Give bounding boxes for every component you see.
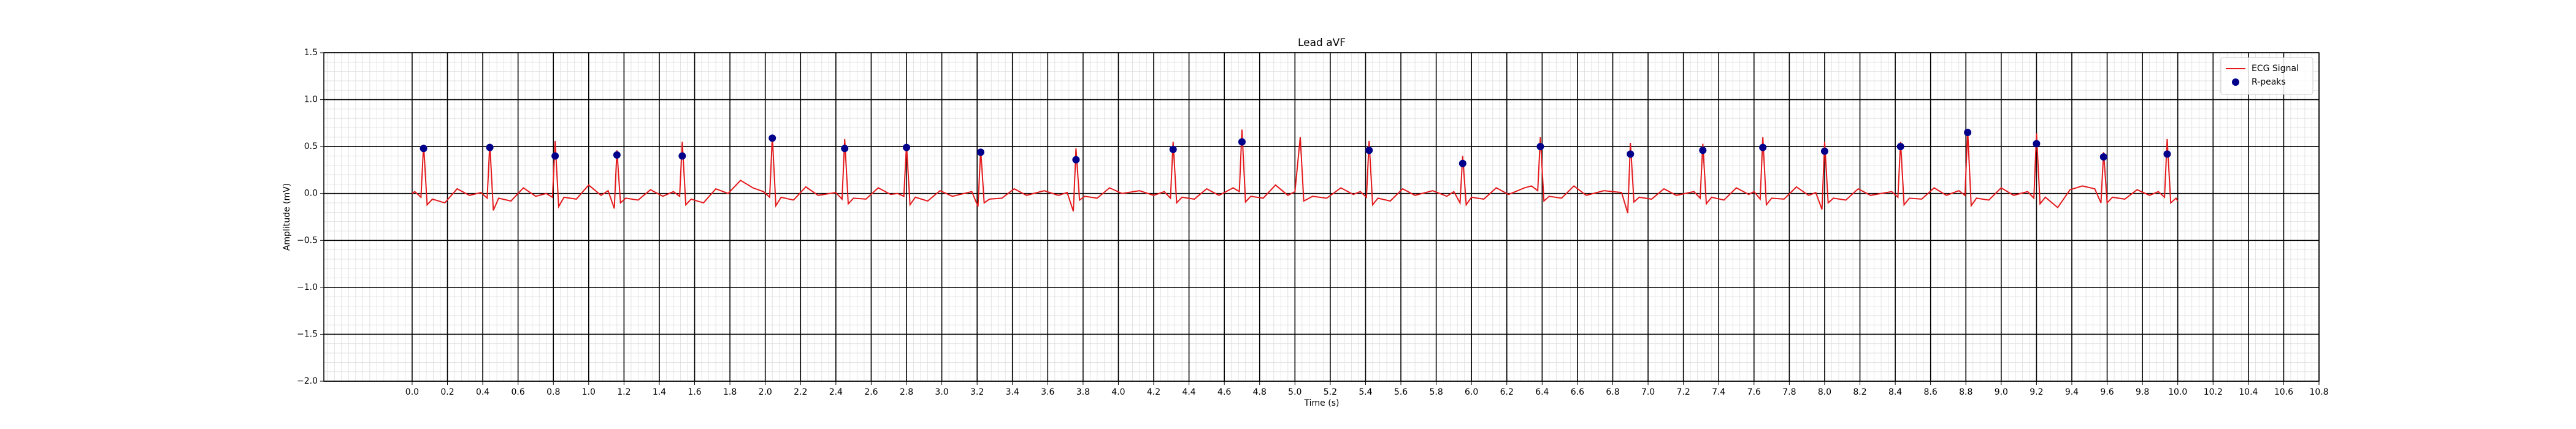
r-peak — [841, 145, 849, 153]
r-peak — [1072, 156, 1080, 164]
x-tick-label: 3.8 — [1076, 387, 1090, 397]
r-peak — [1459, 159, 1466, 167]
x-tick-label: 10.4 — [2239, 387, 2258, 397]
x-tick-label: 5.0 — [1288, 387, 1301, 397]
x-tick-label: 2.4 — [829, 387, 843, 397]
r-peak — [1536, 143, 1544, 151]
x-tick-label: 3.2 — [970, 387, 984, 397]
x-tick-label: 5.6 — [1394, 387, 1408, 397]
legend-label: R-peaks — [2252, 77, 2286, 87]
x-tick-label: 6.4 — [1535, 387, 1549, 397]
r-peak — [2163, 150, 2171, 158]
x-tick-label: 9.2 — [2030, 387, 2043, 397]
x-tick-label: 6.2 — [1500, 387, 1514, 397]
x-tick-label: 3.4 — [1006, 387, 1019, 397]
y-tick-label: 0.0 — [304, 189, 318, 199]
x-tick-label: 8.4 — [1888, 387, 1902, 397]
x-tick-label: 3.0 — [935, 387, 948, 397]
r-peak — [420, 145, 427, 153]
r-peak — [551, 152, 559, 160]
r-peak — [902, 143, 910, 151]
x-tick-label: 7.2 — [1677, 387, 1690, 397]
r-peak — [1964, 129, 1972, 137]
legend-label: ECG Signal — [2252, 64, 2299, 74]
r-peak — [486, 143, 494, 151]
x-tick-label: 7.0 — [1641, 387, 1655, 397]
x-tick-label: 6.6 — [1571, 387, 1584, 397]
r-peak — [1238, 138, 1246, 146]
x-tick-label: 8.6 — [1924, 387, 1938, 397]
x-tick-label: 0.6 — [512, 387, 525, 397]
r-peak — [2099, 153, 2107, 161]
x-tick-label: 2.0 — [759, 387, 772, 397]
x-tick-label: 4.4 — [1182, 387, 1195, 397]
r-peak — [769, 134, 776, 142]
x-tick-label: 7.4 — [1712, 387, 1725, 397]
y-tick-label: −0.5 — [297, 235, 318, 245]
y-axis-label: Amplitude (mV) — [282, 183, 292, 251]
x-tick-label: 9.4 — [2065, 387, 2079, 397]
x-tick-label: 9.6 — [2100, 387, 2114, 397]
x-tick-label: 2.6 — [864, 387, 878, 397]
x-tick-label: 3.6 — [1041, 387, 1054, 397]
x-tick-label: 7.6 — [1747, 387, 1761, 397]
r-peak — [1699, 146, 1707, 154]
y-tick-label: −1.5 — [297, 329, 318, 339]
r-peak — [1820, 147, 1828, 155]
r-peak — [1365, 146, 1373, 154]
x-tick-label: 7.8 — [1782, 387, 1796, 397]
x-tick-label: 9.8 — [2136, 387, 2149, 397]
plot-frame — [323, 52, 2320, 382]
x-tick-label: 1.8 — [723, 387, 737, 397]
x-tick-label: 5.2 — [1324, 387, 1337, 397]
legend-box — [2220, 57, 2313, 95]
r-peak — [1759, 143, 1767, 151]
x-tick-label: 6.0 — [1465, 387, 1478, 397]
y-tick-label: −2.0 — [297, 376, 318, 386]
r-peak — [613, 151, 621, 159]
x-axis-label: Time (s) — [1304, 398, 1340, 408]
r-peak — [976, 148, 984, 156]
x-tick-label: 8.8 — [1959, 387, 1972, 397]
x-tick-label: 9.0 — [1995, 387, 2008, 397]
x-tick-label: 6.8 — [1606, 387, 1619, 397]
x-tick-label: 8.2 — [1853, 387, 1866, 397]
x-tick-label: 2.2 — [794, 387, 807, 397]
x-tick-label: 4.6 — [1217, 387, 1231, 397]
x-tick-label: 5.8 — [1429, 387, 1443, 397]
r-peak — [678, 152, 686, 160]
y-tick-label: 0.5 — [304, 142, 318, 151]
x-tick-label: 8.0 — [1818, 387, 1831, 397]
y-tick-label: 1.5 — [304, 48, 318, 58]
y-tick-label: 1.0 — [304, 95, 318, 105]
x-tick-label: 0.0 — [405, 387, 419, 397]
legend-marker — [2232, 78, 2239, 86]
x-tick-label: 10.2 — [2204, 387, 2223, 397]
x-tick-label: 1.6 — [688, 387, 701, 397]
x-tick-label: 1.4 — [653, 387, 666, 397]
x-tick-label: 10.6 — [2274, 387, 2293, 397]
y-tick-label: −1.0 — [297, 283, 318, 292]
r-peak — [1896, 143, 1904, 151]
x-tick-label: 4.0 — [1111, 387, 1125, 397]
x-tick-label: 0.2 — [440, 387, 454, 397]
x-tick-label: 1.2 — [617, 387, 631, 397]
x-tick-label: 4.8 — [1253, 387, 1267, 397]
x-tick-label: 1.0 — [582, 387, 596, 397]
x-tick-label: 10.0 — [2168, 387, 2187, 397]
ecg-line — [412, 129, 2179, 214]
x-tick-label: 10.8 — [2309, 387, 2328, 397]
x-tick-label: 0.8 — [546, 387, 560, 397]
r-peak — [1627, 150, 1635, 158]
chart-title: Lead aVF — [1298, 37, 1346, 49]
r-peak — [1169, 145, 1177, 153]
x-tick-label: 4.2 — [1147, 387, 1160, 397]
x-tick-label: 5.4 — [1359, 387, 1372, 397]
x-tick-label: 0.4 — [476, 387, 489, 397]
r-peak — [2033, 140, 2041, 148]
x-tick-label: 2.8 — [900, 387, 913, 397]
